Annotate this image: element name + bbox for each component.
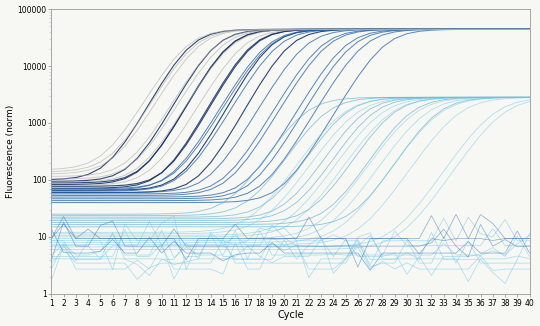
X-axis label: Cycle: Cycle (277, 310, 304, 320)
Y-axis label: Fluorescence (norm): Fluorescence (norm) (5, 105, 15, 198)
